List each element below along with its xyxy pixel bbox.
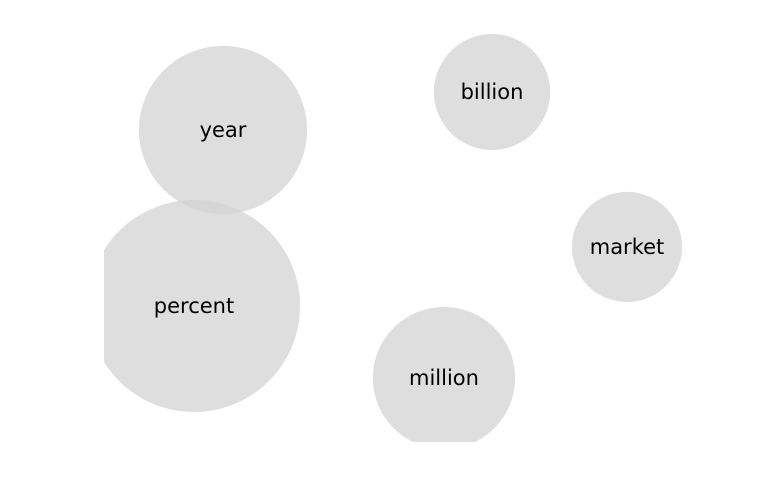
bubble-market bbox=[571, 191, 683, 303]
bubble-label-billion: billion bbox=[461, 80, 524, 104]
bubble-year bbox=[138, 45, 308, 215]
bubble-million bbox=[372, 306, 516, 442]
bubble-label-million: million bbox=[409, 366, 479, 390]
bubble-label-market: market bbox=[590, 235, 665, 259]
bubble-billion bbox=[433, 33, 551, 151]
labels-layer: percent year million billion market bbox=[154, 80, 664, 390]
bubble-label-year: year bbox=[200, 118, 247, 142]
bubble-percent bbox=[104, 200, 300, 412]
bubble-label-percent: percent bbox=[154, 294, 234, 318]
bubbles-layer bbox=[104, 33, 683, 442]
